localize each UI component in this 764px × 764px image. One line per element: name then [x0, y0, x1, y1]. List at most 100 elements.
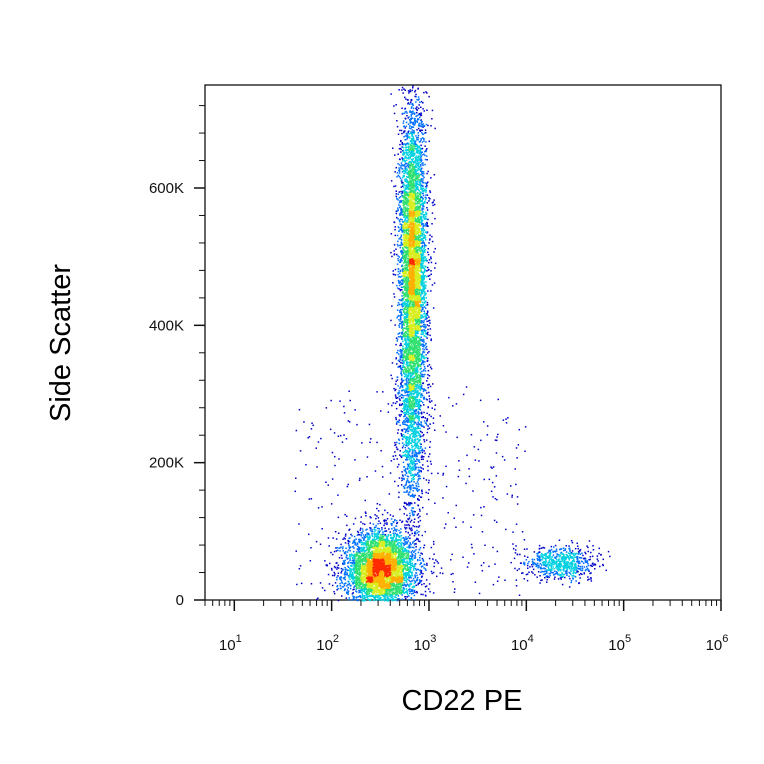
event-dot [415, 569, 418, 571]
event-dot [361, 594, 364, 596]
event-dot [406, 541, 409, 543]
event-dot [401, 590, 403, 593]
event-dot [403, 589, 405, 591]
event-dot [396, 176, 398, 178]
event-dot [370, 598, 373, 600]
event-dot [392, 566, 394, 569]
event-dot [374, 543, 376, 546]
event-dot [348, 546, 350, 549]
event-dot [381, 593, 383, 595]
event-dot [347, 565, 349, 568]
event-dot [397, 579, 400, 582]
event-dot [399, 577, 401, 580]
event-dot [357, 565, 360, 567]
event-dot [431, 572, 433, 575]
event-dot [377, 535, 380, 537]
event-dot [366, 567, 369, 570]
event-dot [411, 573, 413, 575]
event-dot [406, 591, 408, 594]
event-dot [373, 550, 376, 553]
event-dot [350, 533, 352, 536]
event-dot [355, 579, 357, 581]
event-dot [382, 599, 384, 601]
event-dot [396, 547, 398, 549]
event-dot [405, 580, 407, 582]
event-dot [394, 566, 396, 569]
event-dot [372, 539, 374, 541]
event-dot [399, 576, 401, 579]
event-dot [443, 527, 446, 529]
event-dot [395, 563, 397, 565]
event-dot [408, 590, 411, 592]
event-dot [354, 554, 357, 557]
event-dot [386, 557, 389, 559]
event-dot [346, 585, 348, 587]
event-dot [407, 584, 409, 586]
event-dot [398, 571, 401, 574]
event-dot [397, 589, 399, 592]
event-dot [417, 132, 420, 134]
event-dot [386, 586, 389, 588]
event-dot [413, 568, 415, 570]
event-dot [378, 582, 380, 584]
event-dot [361, 532, 363, 534]
event-dot [403, 579, 406, 582]
event-dot [366, 560, 369, 563]
event-dot [374, 599, 376, 601]
event-dot [378, 520, 380, 522]
event-dot [394, 569, 396, 571]
event-dot [361, 579, 364, 582]
event-dot [356, 543, 359, 545]
event-dot [391, 567, 394, 570]
event-dot [353, 585, 356, 587]
event-dot [402, 563, 404, 565]
event-dot [392, 549, 394, 552]
event-dot [390, 518, 393, 520]
event-dot [359, 529, 362, 531]
event-dot [353, 564, 355, 566]
event-dot [389, 595, 391, 597]
event-dot [402, 589, 404, 591]
event-dot [383, 595, 385, 598]
event-dot [386, 565, 388, 567]
event-dot [386, 562, 388, 564]
event-dot [372, 588, 374, 591]
event-dot [364, 588, 366, 590]
event-dot [383, 591, 386, 594]
event-dot [383, 541, 385, 543]
event-dot [358, 577, 360, 579]
event-dot [400, 565, 402, 567]
event-dot [413, 534, 416, 537]
event-dot [373, 558, 375, 561]
event-dot [421, 141, 424, 143]
event-dot [351, 575, 354, 577]
event-dot [355, 544, 357, 546]
event-dot [397, 573, 400, 576]
event-dot [373, 586, 375, 589]
event-dot [374, 569, 377, 572]
event-dot [366, 593, 369, 595]
event-dot [406, 593, 409, 596]
event-dot [369, 573, 372, 575]
event-dot [403, 547, 406, 550]
event-dot [399, 205, 401, 207]
event-dot [393, 542, 395, 544]
event-dot [396, 584, 398, 586]
event-dot [410, 551, 413, 554]
event-dot [375, 536, 378, 538]
event-dot [375, 555, 377, 558]
event-dot [375, 595, 377, 598]
event-dot [340, 554, 343, 557]
event-dot [396, 589, 398, 591]
event-dot [412, 564, 414, 566]
event-dot [373, 577, 376, 580]
event-dot [417, 107, 420, 110]
event-dot [382, 542, 384, 544]
event-dot [327, 537, 330, 539]
event-dot [389, 564, 392, 566]
event-dot [401, 142, 403, 144]
event-dot [413, 551, 415, 553]
event-dot [350, 564, 353, 566]
event-dot [403, 592, 406, 594]
